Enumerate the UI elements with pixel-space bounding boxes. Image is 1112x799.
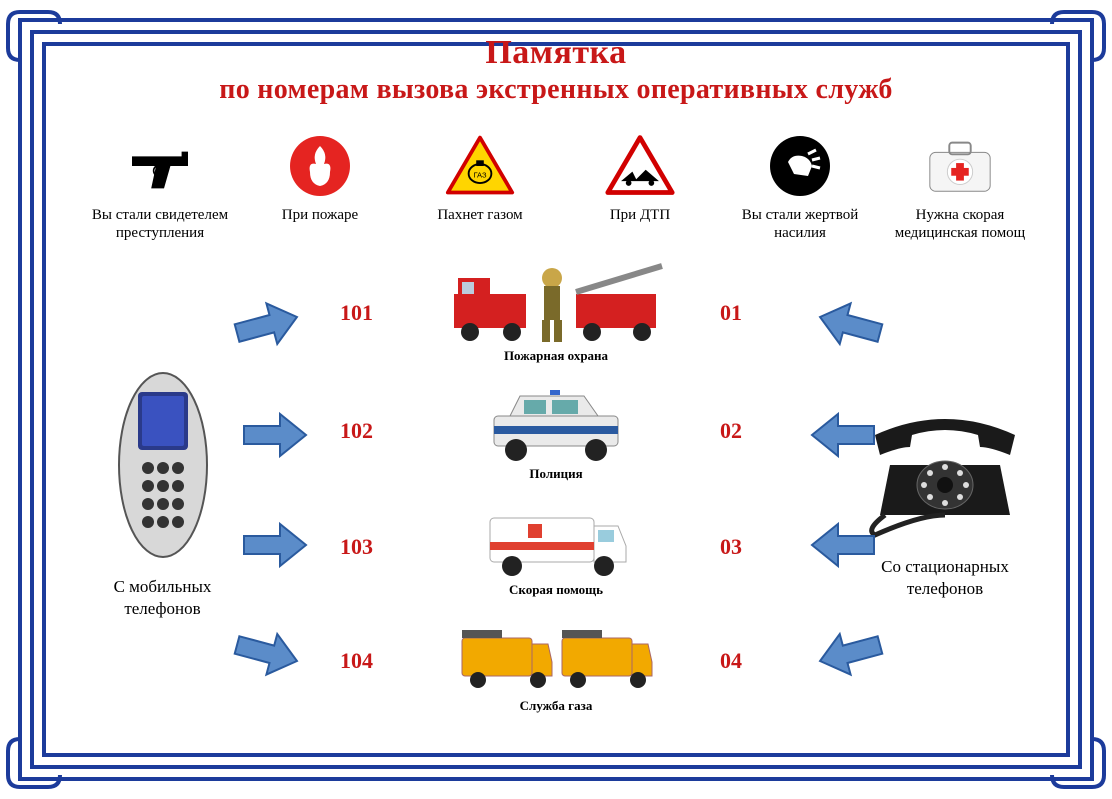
num-land-amb: 03	[720, 534, 742, 560]
gas-vehicle-icon	[456, 614, 656, 696]
violence-icon	[764, 130, 836, 202]
num-mobile-police: 102	[340, 418, 373, 444]
num-land-gas: 04	[720, 648, 742, 674]
svg-text:ГАЗ: ГАЗ	[473, 170, 487, 179]
gas-icon: ГАЗ	[444, 130, 516, 202]
situation-crime: Вы стали свидетелем преступления	[80, 130, 240, 242]
service-fire: Пожарная охрана	[0, 258, 1112, 364]
num-mobile-gas: 104	[340, 648, 373, 674]
situations-row: Вы стали свидетелем преступления При пож…	[80, 130, 1040, 242]
medkit-icon	[924, 130, 996, 202]
title-main: Памятка	[0, 34, 1112, 72]
arrow-right-3	[808, 520, 878, 570]
situation-fire: При пожаре	[240, 130, 400, 242]
arrow-left-3	[240, 520, 310, 570]
gun-icon	[124, 130, 196, 202]
num-mobile-amb: 103	[340, 534, 373, 560]
num-land-fire: 01	[720, 300, 742, 326]
fire-vehicle-icon	[446, 258, 666, 346]
fire-icon	[284, 130, 356, 202]
ambulance-vehicle-icon	[476, 498, 636, 580]
service-ambulance: Скорая помощь	[0, 498, 1112, 598]
num-mobile-fire: 101	[340, 300, 373, 326]
situation-violence: Вы стали жертвой насилия	[720, 130, 880, 242]
situation-accident: При ДТП	[560, 130, 720, 242]
situation-gas: ГАЗ Пахнет газом	[400, 130, 560, 242]
title-sub: по номерам вызова экстренных оперативных…	[0, 74, 1112, 106]
arrow-left-2	[240, 410, 310, 460]
service-police: Полиция	[0, 382, 1112, 482]
num-land-police: 02	[720, 418, 742, 444]
title-block: Памятка по номерам вызова экстренных опе…	[0, 34, 1112, 106]
arrow-right-2	[808, 410, 878, 460]
situation-medical: Нужна скорая медицинская помощ	[880, 130, 1040, 242]
service-gas: Служба газа	[0, 614, 1112, 714]
police-vehicle-icon	[476, 382, 636, 464]
accident-icon	[604, 130, 676, 202]
